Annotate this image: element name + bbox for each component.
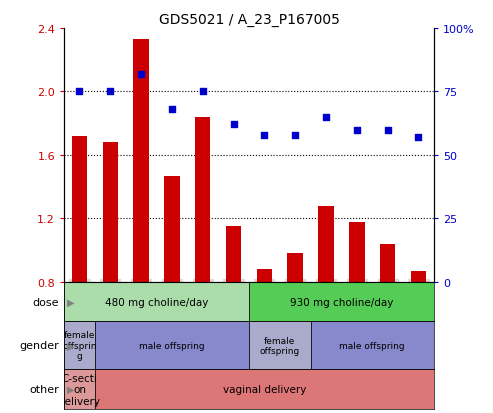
Bar: [64, 282, 249, 322]
Point: [322, 114, 330, 121]
Bar: [226, 227, 241, 282]
Bar: [134, 40, 149, 282]
Text: vaginal delivery: vaginal delivery: [223, 384, 306, 394]
Point: [291, 132, 299, 139]
Point: [415, 135, 423, 141]
Text: ▶: ▶: [67, 384, 74, 394]
Bar: [195, 118, 211, 282]
Bar: [164, 176, 179, 282]
Point: [168, 107, 176, 113]
Bar: [380, 244, 395, 282]
Text: 930 mg choline/day: 930 mg choline/day: [290, 297, 393, 307]
Text: male offspring: male offspring: [339, 341, 405, 350]
Text: ▶: ▶: [67, 297, 74, 307]
Text: other: other: [30, 384, 59, 394]
Point: [230, 122, 238, 128]
Bar: [103, 143, 118, 282]
Point: [199, 89, 207, 95]
Bar: [311, 322, 434, 370]
Point: [75, 89, 83, 95]
Point: [137, 71, 145, 78]
Bar: [257, 270, 272, 282]
Bar: [318, 206, 334, 282]
Text: female
offsprin
g: female offsprin g: [62, 331, 97, 361]
Text: 480 mg choline/day: 480 mg choline/day: [105, 297, 208, 307]
Bar: [249, 322, 311, 370]
Point: [106, 89, 114, 95]
Bar: [64, 370, 95, 409]
Text: gender: gender: [19, 341, 59, 351]
Bar: [72, 137, 87, 282]
Point: [260, 132, 268, 139]
Point: [384, 127, 391, 133]
Bar: [349, 222, 364, 282]
Text: dose: dose: [33, 297, 59, 307]
Bar: [411, 271, 426, 282]
Text: ▶: ▶: [67, 341, 74, 351]
Point: [353, 127, 361, 133]
Bar: [287, 254, 303, 282]
Text: female
offspring: female offspring: [260, 336, 300, 355]
Text: male offspring: male offspring: [139, 341, 205, 350]
Bar: [64, 322, 95, 370]
Bar: [95, 322, 249, 370]
Text: C-secti
on
delivery: C-secti on delivery: [59, 373, 101, 406]
Bar: [249, 282, 434, 322]
Title: GDS5021 / A_23_P167005: GDS5021 / A_23_P167005: [159, 12, 339, 26]
